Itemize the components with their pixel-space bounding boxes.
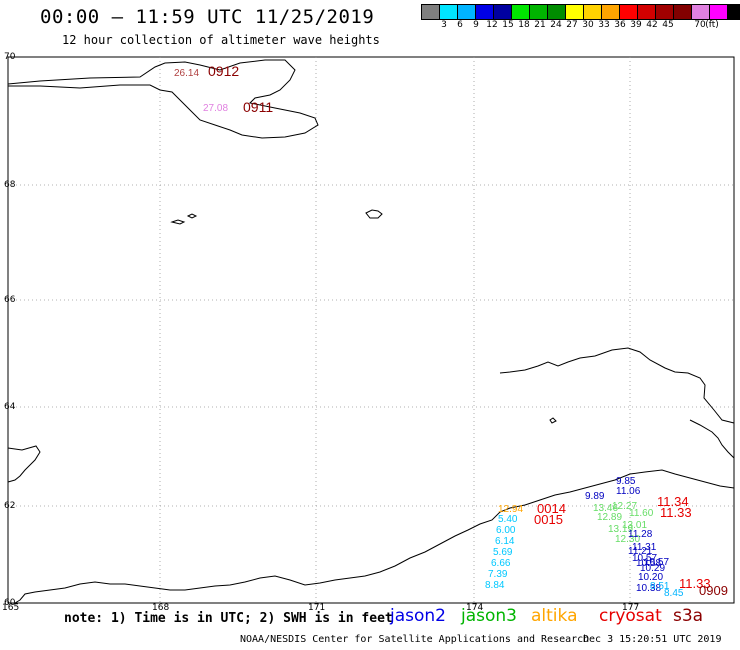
graticule bbox=[8, 57, 734, 603]
chart-subtitle: 12 hour collection of altimeter wave hei… bbox=[62, 33, 380, 47]
wave-height-observation: 0912 bbox=[208, 63, 240, 79]
wave-height-observation: 11.34 bbox=[657, 494, 689, 509]
coastline-north bbox=[7, 59, 319, 139]
color-scale-label: 6 bbox=[457, 20, 463, 30]
wave-height-observation: 8.51 bbox=[650, 581, 670, 592]
satellite-legend-jason3: jason3 bbox=[461, 606, 517, 626]
color-scale-label: 12 bbox=[486, 20, 498, 30]
color-scale-label: 39 bbox=[630, 20, 642, 30]
wave-height-observation: 11.33 bbox=[679, 576, 711, 591]
color-scale-label: 36 bbox=[614, 20, 626, 30]
latitude-label: 60 bbox=[4, 598, 16, 608]
island-2 bbox=[170, 219, 186, 225]
wave-height-observation: 9.85 bbox=[616, 476, 636, 487]
longitude-label: 168 bbox=[152, 603, 170, 613]
longitude-label: 174 bbox=[466, 603, 484, 613]
color-scale-label: 18 bbox=[518, 20, 530, 30]
units-note: note: 1) Time is in UTC; 2) SWH is in fe… bbox=[64, 611, 393, 626]
satellite-legend-cryosat: cryosat bbox=[599, 606, 662, 626]
wave-height-observation: 13.01 bbox=[622, 520, 648, 531]
wave-height-observation: 0015 bbox=[534, 512, 563, 527]
wave-height-observation: 10.29 bbox=[640, 563, 666, 574]
chart-title: 00:00 – 11:59 UTC 11/25/2019 bbox=[40, 6, 375, 28]
color-scale-label: 42 bbox=[646, 20, 658, 30]
color-scale-label: 45 bbox=[662, 20, 674, 30]
wave-height-observation: 6.14 bbox=[495, 536, 515, 547]
wave-height-observation: 10.38 bbox=[636, 583, 662, 594]
longitude-label: 177 bbox=[622, 603, 640, 613]
credit-line: NOAA/NESDIS Center for Satellite Applica… bbox=[240, 634, 590, 645]
wave-height-observation: 8.45 bbox=[664, 588, 684, 599]
wave-height-observation: 10.20 bbox=[638, 572, 664, 583]
wave-height-observation: 27.08 bbox=[203, 103, 229, 114]
color-scale-label: 70 bbox=[694, 20, 706, 30]
wave-height-observation: 6.66 bbox=[491, 558, 511, 569]
wave-height-observation: 11.31 bbox=[632, 542, 657, 553]
satellite-legend-altika: altika bbox=[531, 606, 578, 626]
longitude-label: 165 bbox=[2, 603, 20, 613]
latitude-label: 66 bbox=[4, 295, 16, 305]
wave-height-observation: 0911 bbox=[243, 99, 274, 115]
wave-height-observation: 12.94 bbox=[498, 504, 524, 515]
island-3 bbox=[186, 213, 198, 219]
color-scale-unit: (ft) bbox=[705, 20, 719, 30]
latitude-label: 62 bbox=[4, 501, 16, 511]
coastline-southwest bbox=[7, 445, 41, 483]
wave-height-observation: 0909 bbox=[699, 583, 728, 598]
satellite-legend-s3a: s3a bbox=[673, 606, 704, 626]
island-1 bbox=[365, 209, 383, 219]
wave-height-observation: 12.27 bbox=[612, 501, 638, 512]
color-scale-label: 33 bbox=[598, 20, 610, 30]
color-legend bbox=[421, 4, 740, 20]
wave-height-observation: 11.33 bbox=[660, 505, 692, 520]
color-scale-label: 15 bbox=[502, 20, 514, 30]
wave-height-observation: 11.28 bbox=[628, 529, 653, 540]
wave-height-observation: 10.57 bbox=[632, 553, 658, 564]
wave-height-observation: 10.57 bbox=[644, 557, 670, 568]
wave-height-observation: 7.39 bbox=[488, 569, 508, 580]
credit-timestamp: Dec 3 15:20:51 UTC 2019 bbox=[583, 634, 722, 645]
wave-height-observation: 11.06 bbox=[616, 486, 641, 497]
coastline-southeast bbox=[14, 469, 735, 604]
wave-height-observation: 5.40 bbox=[498, 514, 518, 525]
color-scale-label: 24 bbox=[550, 20, 562, 30]
wave-height-observation: 12.30 bbox=[615, 534, 641, 545]
color-scale-label: 21 bbox=[534, 20, 546, 30]
wave-height-observation: 11.60 bbox=[629, 508, 654, 519]
wave-height-observation: 10.58 bbox=[636, 558, 662, 569]
satellite-legend-jason2: jason2 bbox=[390, 606, 446, 626]
coastline bbox=[7, 59, 735, 604]
wave-height-observation: 9.89 bbox=[585, 491, 605, 502]
latitude-label: 68 bbox=[4, 180, 16, 190]
coastline-bay bbox=[689, 419, 735, 459]
latitude-label: 64 bbox=[4, 402, 16, 412]
wave-height-observation: 13.46 bbox=[593, 503, 619, 514]
color-scale-label: 30 bbox=[582, 20, 594, 30]
wave-height-observation: 8.84 bbox=[485, 580, 505, 591]
color-scale-label: 27 bbox=[566, 20, 578, 30]
wave-height-observation: 11.21 bbox=[628, 546, 653, 557]
wave-height-observation: 5.69 bbox=[493, 547, 513, 558]
wave-height-observation: 0014 bbox=[537, 501, 566, 516]
wave-height-observation: 13.19 bbox=[608, 524, 634, 535]
color-scale-label: 9 bbox=[473, 20, 479, 30]
wave-height-observation: 12.89 bbox=[597, 512, 623, 523]
wave-height-observation: 26.14 bbox=[174, 68, 200, 79]
wave-height-observation: 6.00 bbox=[496, 525, 516, 536]
latitude-label: 70 bbox=[4, 52, 16, 62]
coastline-mainland-east bbox=[499, 347, 735, 424]
island-4 bbox=[549, 417, 557, 424]
longitude-label: 171 bbox=[308, 603, 326, 613]
map-frame bbox=[7, 56, 735, 604]
color-swatch bbox=[727, 4, 740, 20]
color-scale-label: 3 bbox=[441, 20, 447, 30]
